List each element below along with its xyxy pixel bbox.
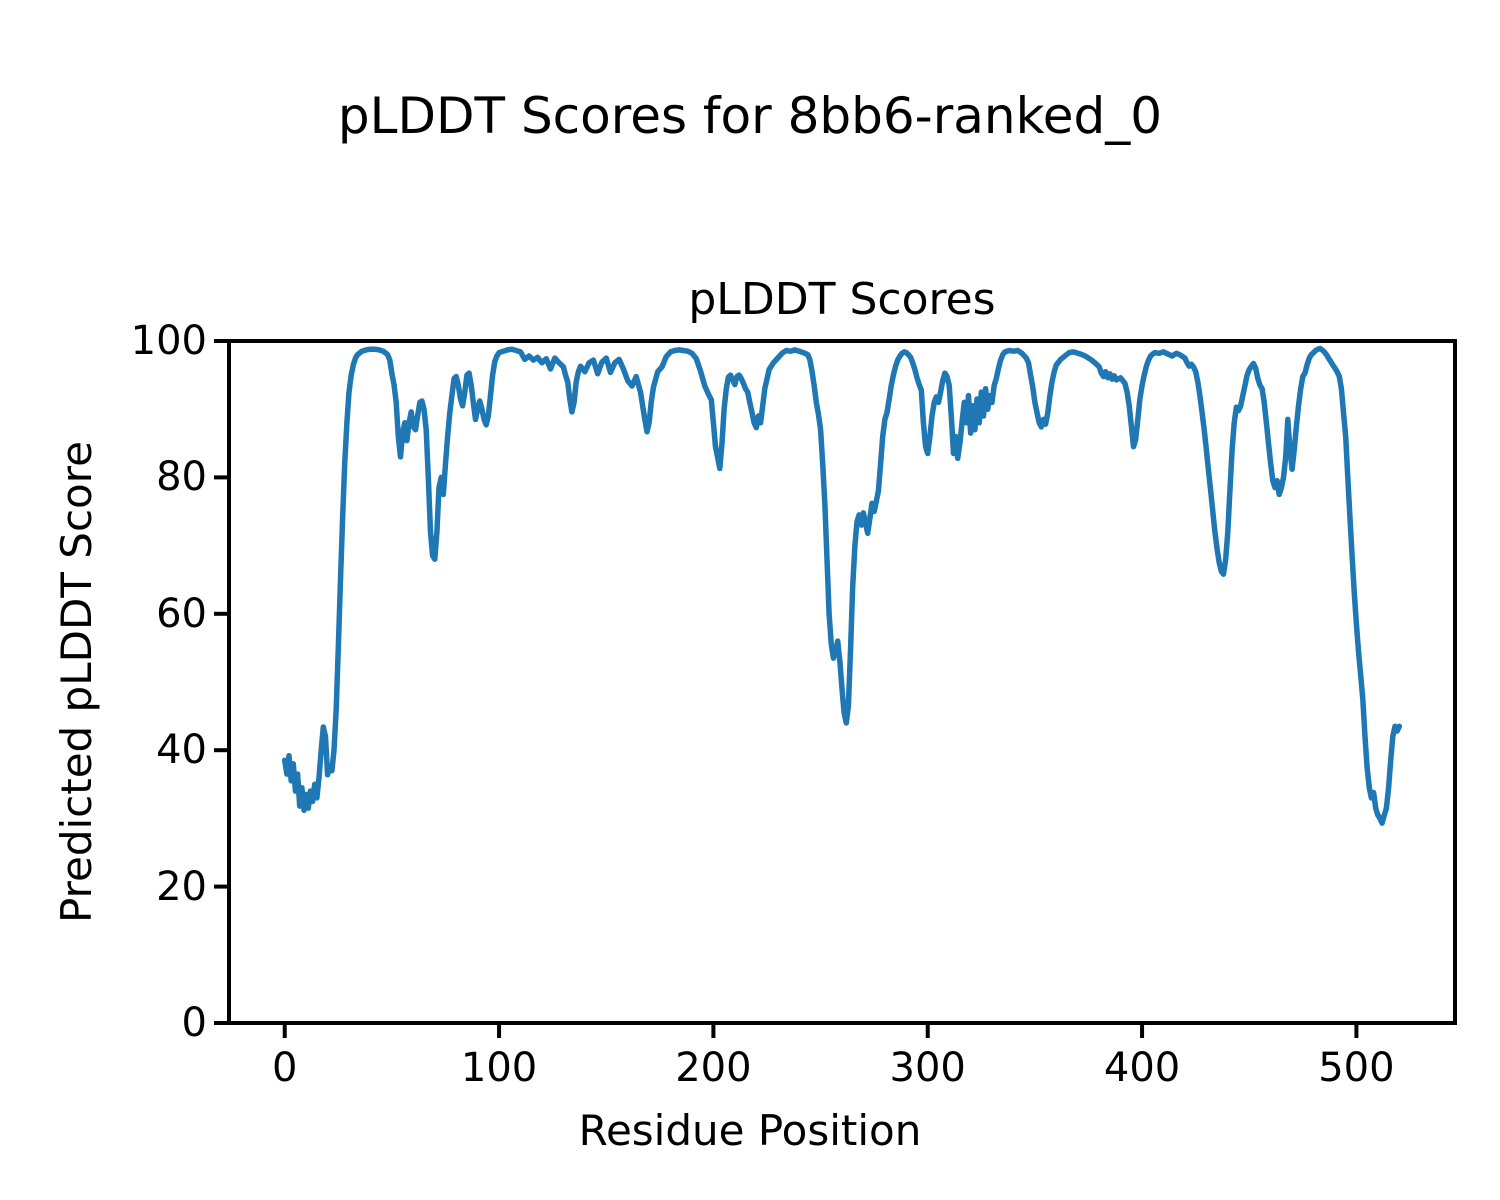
x-tick-label: 300 (889, 1045, 966, 1091)
plddt-line (281, 345, 1403, 826)
x-tick-label: 400 (1103, 1045, 1181, 1091)
axis-tick-marks (214, 339, 1359, 1038)
x-axis-label: Residue Position (578, 1106, 922, 1155)
y-tick-label: 100 (130, 318, 207, 364)
y-tick-label: 0 (181, 1000, 207, 1046)
y-tick-label: 60 (156, 590, 207, 637)
x-tick-label: 500 (1318, 1045, 1395, 1091)
y-tick-label: 40 (156, 727, 207, 774)
y-tick-label: 20 (156, 863, 207, 910)
axes-frame (227, 339, 1457, 1025)
x-tick-label: 200 (675, 1045, 752, 1091)
x-tick-label: 0 (271, 1045, 298, 1091)
x-tick-label: 100 (460, 1045, 538, 1091)
figure-title: pLDDT Scores for 8bb6-ranked_0 (337, 87, 1163, 145)
y-tick-label: 80 (156, 454, 207, 501)
axes-title: pLDDT Scores (688, 274, 996, 325)
